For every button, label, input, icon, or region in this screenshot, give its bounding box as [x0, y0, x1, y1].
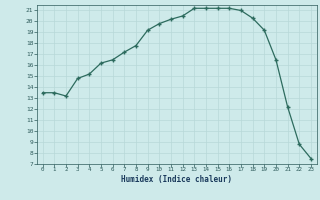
X-axis label: Humidex (Indice chaleur): Humidex (Indice chaleur): [121, 175, 232, 184]
